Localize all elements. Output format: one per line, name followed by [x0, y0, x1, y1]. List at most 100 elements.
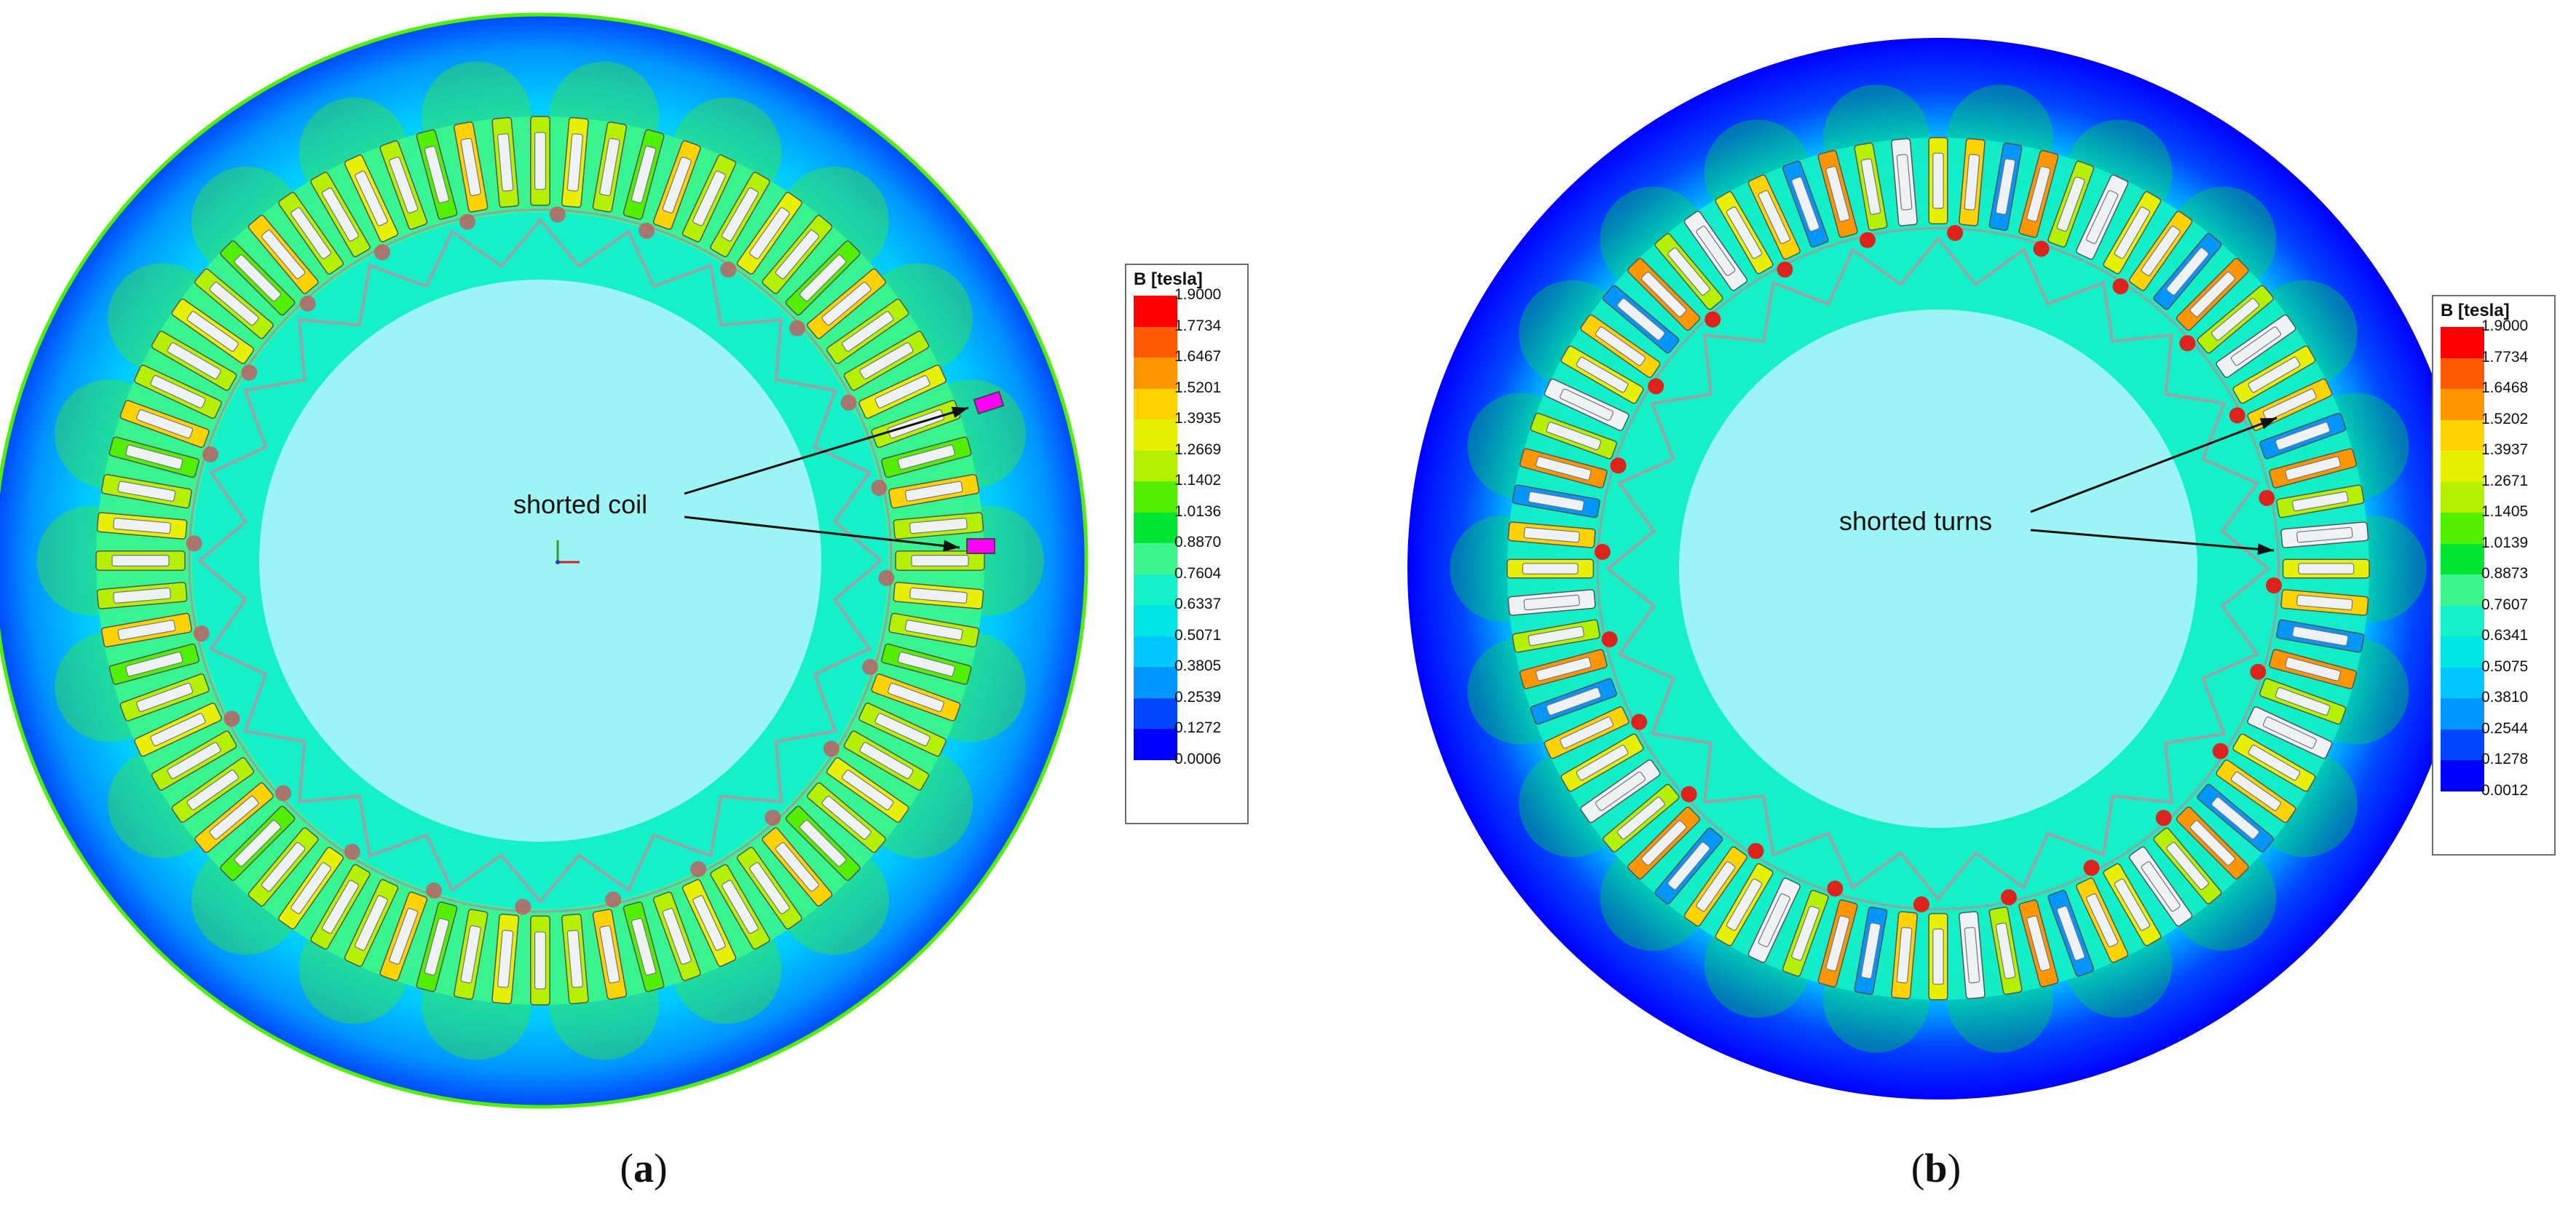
coil-conductor — [497, 930, 514, 988]
pole-hotspot — [1747, 842, 1764, 859]
arrow-shorted-turns-lower — [2030, 529, 2275, 556]
coil-conductor — [2285, 657, 2342, 682]
coil-conductor — [2166, 247, 2209, 296]
coil-conductor — [2086, 893, 2119, 947]
pole-hotspot — [2001, 889, 2018, 906]
legend-swatch — [1134, 419, 1177, 451]
legend-b-value: 0.8873 — [2481, 565, 2529, 582]
legend-b-row — [2441, 605, 2548, 636]
caption-letter-b: b — [1924, 1146, 1948, 1191]
legend-b-row — [2441, 513, 2548, 544]
legend-a-value: 1.2669 — [1174, 441, 1222, 458]
legend-swatch — [2441, 575, 2484, 606]
coil-conductor — [2114, 878, 2151, 931]
pole-hotspots — [186, 206, 895, 915]
pole-hotspot — [2250, 663, 2267, 680]
legend-title-b: B [tesla] — [2441, 301, 2510, 320]
coil-conductor — [2189, 272, 2235, 317]
coil-conductor — [113, 587, 171, 604]
legend-b-row — [2441, 327, 2548, 358]
pole-hotspot — [1680, 786, 1697, 802]
legend-swatch — [2441, 513, 2484, 544]
pole-hotspot — [1947, 224, 1964, 241]
pole-hotspot — [871, 479, 888, 496]
coil-conductor — [355, 895, 388, 951]
legend-a-value: 1.9000 — [1174, 286, 1222, 303]
coil-conductor — [1641, 820, 1687, 866]
legend-a-row — [1134, 729, 1241, 760]
coil-conductor — [1791, 176, 1820, 232]
legend-a-row — [1134, 326, 1241, 358]
annotation-shorted-turns: shorted turns — [1839, 506, 1993, 536]
arrow-shorted-turns-upper — [2030, 416, 2277, 513]
coil-conductor — [599, 138, 620, 197]
legend-swatch — [1134, 481, 1177, 513]
legend-swatch — [2441, 605, 2484, 636]
legend-a-value: 1.1402 — [1174, 472, 1222, 489]
coil-conductor — [1595, 771, 1646, 811]
pole-hotspot — [639, 222, 655, 239]
coil-conductor — [897, 651, 955, 677]
legend-b-value: 0.3810 — [2481, 689, 2529, 706]
coil-conductor — [125, 651, 183, 677]
pole-hotspot — [823, 741, 839, 757]
legend-swatch — [1134, 388, 1177, 419]
pole-hotspot — [605, 891, 622, 908]
coil-conductor — [186, 770, 239, 810]
pole-hotspot — [549, 206, 566, 223]
pole-hotspot — [1601, 631, 1618, 648]
coil-conductor — [2211, 797, 2260, 840]
legend-swatch — [1134, 698, 1177, 729]
coil-conductor — [2275, 687, 2331, 716]
pole-hotspot — [1913, 896, 1929, 913]
legend-a-value: 1.0136 — [1174, 502, 1222, 520]
coil-conductor — [234, 254, 281, 301]
pole-hotspot — [275, 785, 292, 802]
pole-hotspot — [2266, 577, 2283, 594]
legend-swatch — [2441, 451, 2484, 482]
coil-conductor — [1825, 915, 1850, 972]
legend-swatch — [1134, 512, 1177, 543]
coil-conductor — [775, 842, 820, 892]
legend-swatch — [2441, 327, 2484, 358]
legend-swatch — [1134, 296, 1177, 327]
legend-swatch — [2441, 636, 2484, 668]
coil-conductor — [2248, 356, 2301, 393]
coil-conductor — [904, 620, 963, 641]
legend-a-value: 0.2539 — [1174, 688, 1222, 706]
legend-b-value: 1.5202 — [2481, 410, 2529, 427]
coil-conductor — [662, 157, 692, 214]
coil-conductor — [874, 713, 931, 746]
coil-conductor — [1896, 927, 1913, 984]
coil-conductor — [1758, 190, 1790, 245]
legend-a-row — [1134, 388, 1241, 419]
coil-conductor — [389, 907, 419, 965]
coil-conductor — [887, 682, 944, 712]
coil-conductor — [111, 555, 170, 566]
legend-b-row — [2441, 389, 2548, 420]
legend-a-value: 0.7604 — [1174, 564, 1222, 582]
legend-a-value: 0.0006 — [1174, 750, 1222, 767]
coil-conductor — [1595, 326, 1646, 366]
legend-a-value: 0.1272 — [1174, 719, 1222, 736]
coil-conductor — [1791, 905, 1820, 961]
coil-conductor — [1964, 154, 1980, 210]
legend-swatch — [2441, 667, 2484, 698]
legend-b-value: 1.2671 — [2481, 472, 2529, 489]
legend-b-row — [2441, 419, 2548, 451]
rotor-core — [259, 280, 821, 842]
coil-conductor — [1860, 158, 1881, 215]
coil-conductor — [692, 170, 726, 226]
legend-b-row — [2441, 667, 2548, 698]
coil-conductor — [167, 342, 221, 379]
pole-hotspot — [1610, 457, 1627, 474]
pole-hotspot — [862, 659, 879, 676]
coil-conductor — [117, 481, 176, 502]
legend-a-value: 0.6337 — [1174, 596, 1222, 612]
legend-swatch — [2441, 419, 2484, 451]
arrow-shorted-coil-upper — [684, 406, 969, 495]
coil-conductor — [722, 187, 759, 242]
coil-conductor — [1576, 356, 1629, 393]
legend-b-row — [2441, 729, 2548, 760]
legend-a-row — [1134, 358, 1241, 389]
